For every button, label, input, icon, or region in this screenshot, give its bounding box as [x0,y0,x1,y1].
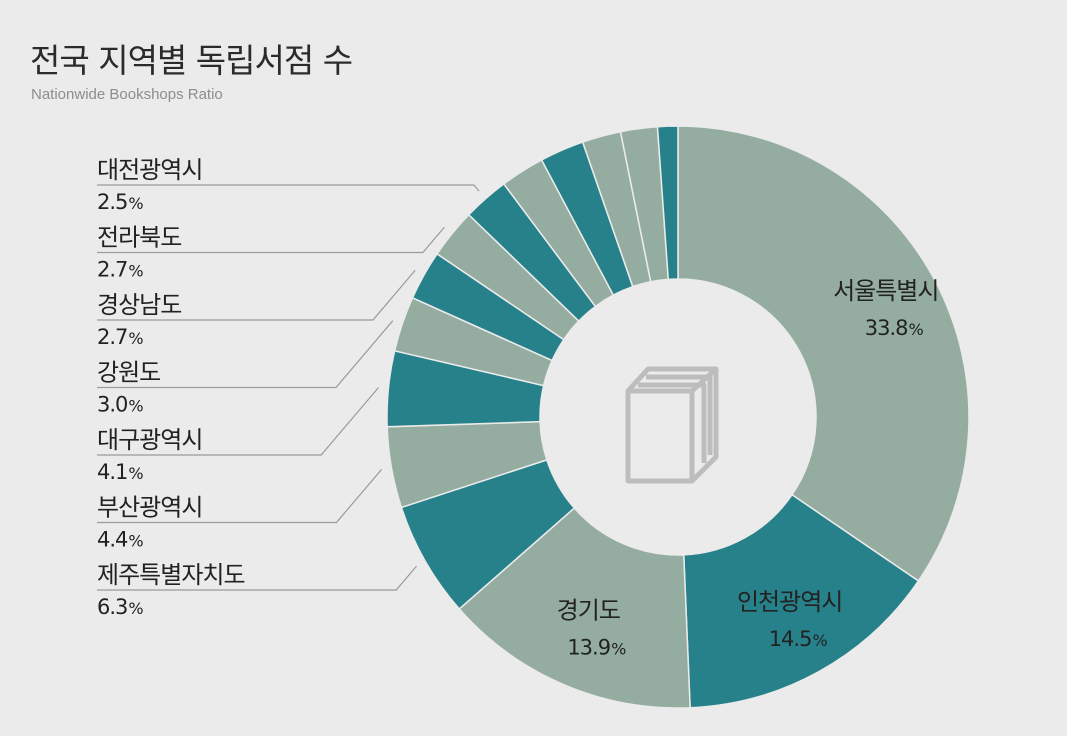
slice-label: 부산광역시 [97,494,202,522]
slice-value: 4.4% [97,528,143,552]
donut-slices [386,125,970,709]
leader-lines [97,184,480,591]
donut-slice [458,506,691,709]
slice-label: 서울특별시 [833,277,938,305]
slice-label: 경기도 [557,597,620,625]
book-icon-stroke [690,367,718,393]
chart-title: 전국 지역별 독립서점 수 [30,41,353,80]
slice-value: 2.7% [97,325,143,349]
donut-slice [682,493,920,709]
leader-line [97,565,417,591]
leader-line [97,270,416,321]
slice-value: 3.0% [97,393,143,417]
slice-value: 2.5% [97,190,143,214]
slice-label: 대구광역시 [97,426,202,454]
slice-value: 33.8% [865,316,924,340]
slice-label: 제주특별자치도 [97,561,245,589]
slice-label: 대전광역시 [97,156,202,184]
book-icon-stroke [625,388,695,484]
leader-line [97,320,394,389]
leader-line [97,387,379,456]
slice-value: 14.5% [769,627,828,651]
book-icon-stroke [638,382,707,463]
leader-line [97,468,383,524]
slice-label: 전라북도 [97,224,181,252]
leader-line [97,226,445,254]
slice-value: 2.7% [97,258,143,282]
slice-value: 13.9% [567,636,626,660]
donut-slice [656,125,679,281]
slice-value: 6.3% [97,595,143,619]
leader-line [97,184,480,192]
slice-label: 인천광역시 [737,588,842,616]
slice-value: 4.1% [97,460,143,484]
donut-slice [677,125,970,582]
slice-label: 경상남도 [97,291,181,319]
book-icon [625,366,719,484]
chart-subtitle: Nationwide Bookshops Ratio [31,86,223,103]
slice-labels: 서울특별시 33.8% 인천광역시 14.5% 경기도 13.9% 대전광역시 2.5% 전라북… [97,156,939,660]
slice-label: 강원도 [97,359,160,387]
